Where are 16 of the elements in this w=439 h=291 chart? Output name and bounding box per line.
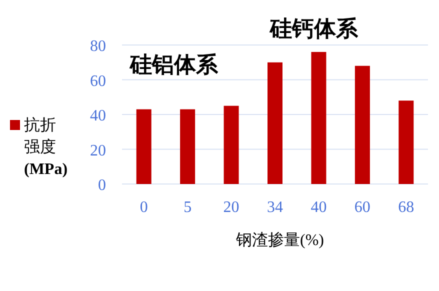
annotation: 硅钙体系: [270, 17, 358, 42]
ytick: 20: [90, 142, 106, 160]
annotation: 硅铝体系: [130, 53, 218, 78]
ytick: 0: [98, 177, 106, 194]
xtick: 40: [310, 199, 327, 216]
xtick: 0: [140, 199, 148, 216]
xtick: 34: [267, 199, 283, 216]
xtick: 68: [398, 199, 414, 216]
ytick: 80: [90, 38, 106, 55]
xlabel: 钢渣掺量(%): [236, 232, 324, 249]
ytick: 60: [90, 72, 106, 90]
ytick: 40: [90, 108, 106, 124]
xtick: 5: [184, 199, 192, 216]
xtick: 60: [354, 199, 370, 216]
legend: 抗折强度(MPa): [24, 117, 68, 178]
xtick: 20: [223, 199, 240, 216]
